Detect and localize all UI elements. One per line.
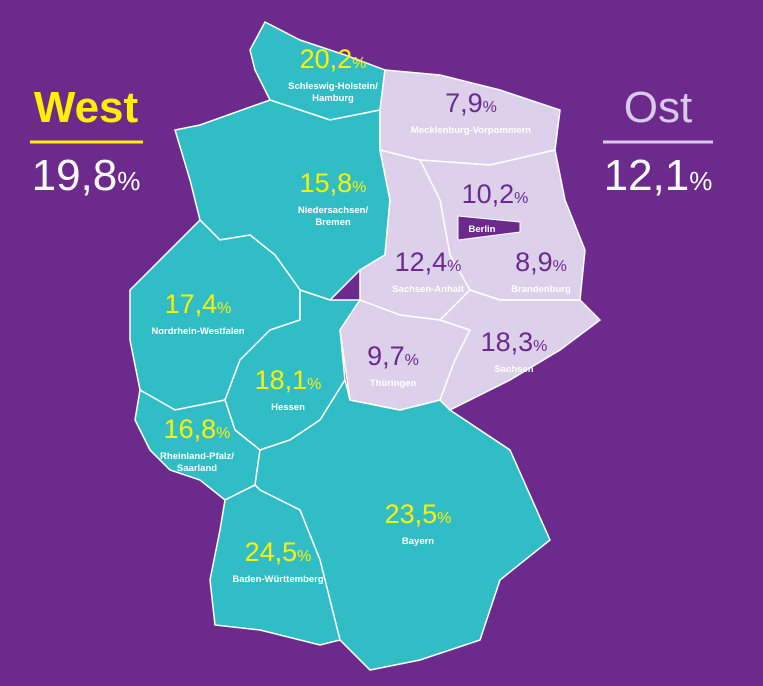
west-total: 19,8% bbox=[32, 151, 141, 200]
west-unit: % bbox=[117, 166, 140, 196]
value: 7,9 bbox=[445, 88, 483, 118]
region-name: Thüringen bbox=[370, 378, 417, 389]
unit: % bbox=[447, 258, 461, 275]
region-value: 7,9% bbox=[445, 88, 497, 118]
value: 18,1 bbox=[255, 365, 308, 395]
east-title: Ost bbox=[624, 83, 692, 132]
unit: % bbox=[405, 352, 419, 369]
state-shape bbox=[209, 484, 341, 646]
region-name: Baden-Württemberg bbox=[232, 574, 324, 585]
region-name: Schleswig-Holstein/ bbox=[288, 81, 378, 92]
region-name: Sachsen-Anhalt bbox=[392, 284, 465, 295]
west-title: West bbox=[34, 83, 139, 132]
region-name: Nordrhein-Westfalen bbox=[151, 326, 244, 337]
value: 20,2 bbox=[300, 44, 353, 74]
region-name: Rheinland-Pfalz/ bbox=[160, 451, 234, 462]
region-value: 9,7% bbox=[367, 341, 419, 371]
region-value: 8,9% bbox=[515, 247, 567, 277]
region-value: 23,5% bbox=[385, 499, 452, 529]
region-name: Sachsen bbox=[494, 364, 533, 375]
unit: % bbox=[352, 179, 366, 196]
value: 12,4 bbox=[395, 247, 448, 277]
region-value: 24,5% bbox=[245, 537, 312, 567]
west-value: 19,8 bbox=[32, 151, 118, 200]
region-value: 18,3% bbox=[481, 327, 548, 357]
region-value: 16,8% bbox=[164, 414, 231, 444]
unit: % bbox=[553, 258, 567, 275]
berlin-marker bbox=[457, 215, 521, 241]
east-unit: % bbox=[689, 166, 712, 196]
region-name: Niedersachsen/ bbox=[298, 205, 369, 216]
unit: % bbox=[437, 510, 451, 527]
value: 24,5 bbox=[245, 537, 298, 567]
region-name: Bremen bbox=[315, 217, 351, 228]
unit: % bbox=[307, 376, 321, 393]
region-name: Saarland bbox=[177, 463, 217, 474]
region-value: 10,2% bbox=[462, 179, 529, 209]
region-value: 15,8% bbox=[300, 168, 367, 198]
state-shape bbox=[438, 289, 602, 411]
unit: % bbox=[514, 190, 528, 207]
value: 8,9 bbox=[515, 247, 553, 277]
unit: % bbox=[533, 338, 547, 355]
east-total: 12,1% bbox=[604, 151, 713, 200]
value: 18,3 bbox=[481, 327, 534, 357]
unit: % bbox=[352, 55, 366, 72]
value: 16,8 bbox=[164, 414, 217, 444]
region-name: Mecklenburg-Vorpommern bbox=[411, 125, 531, 136]
east-value: 12,1 bbox=[604, 151, 690, 200]
region-value: 17,4% bbox=[165, 289, 232, 319]
value: 9,7 bbox=[367, 341, 405, 371]
value: 10,2 bbox=[462, 179, 515, 209]
region-value: 20,2% bbox=[300, 44, 367, 74]
unit: % bbox=[483, 99, 497, 116]
region-value: 12,4% bbox=[395, 247, 462, 277]
region-name: Hamburg bbox=[312, 93, 354, 104]
unit: % bbox=[216, 425, 230, 442]
region-name: Berlin bbox=[469, 224, 496, 235]
unit: % bbox=[297, 548, 311, 565]
region-name: Brandenburg bbox=[511, 284, 571, 295]
east-states bbox=[339, 69, 602, 411]
value: 17,4 bbox=[165, 289, 218, 319]
value: 23,5 bbox=[385, 499, 438, 529]
west-states bbox=[129, 20, 551, 671]
value: 15,8 bbox=[300, 168, 353, 198]
region-name: Hessen bbox=[271, 402, 305, 413]
region-value: 18,1% bbox=[255, 365, 322, 395]
region-name: Bayern bbox=[402, 536, 434, 547]
unit: % bbox=[217, 300, 231, 317]
